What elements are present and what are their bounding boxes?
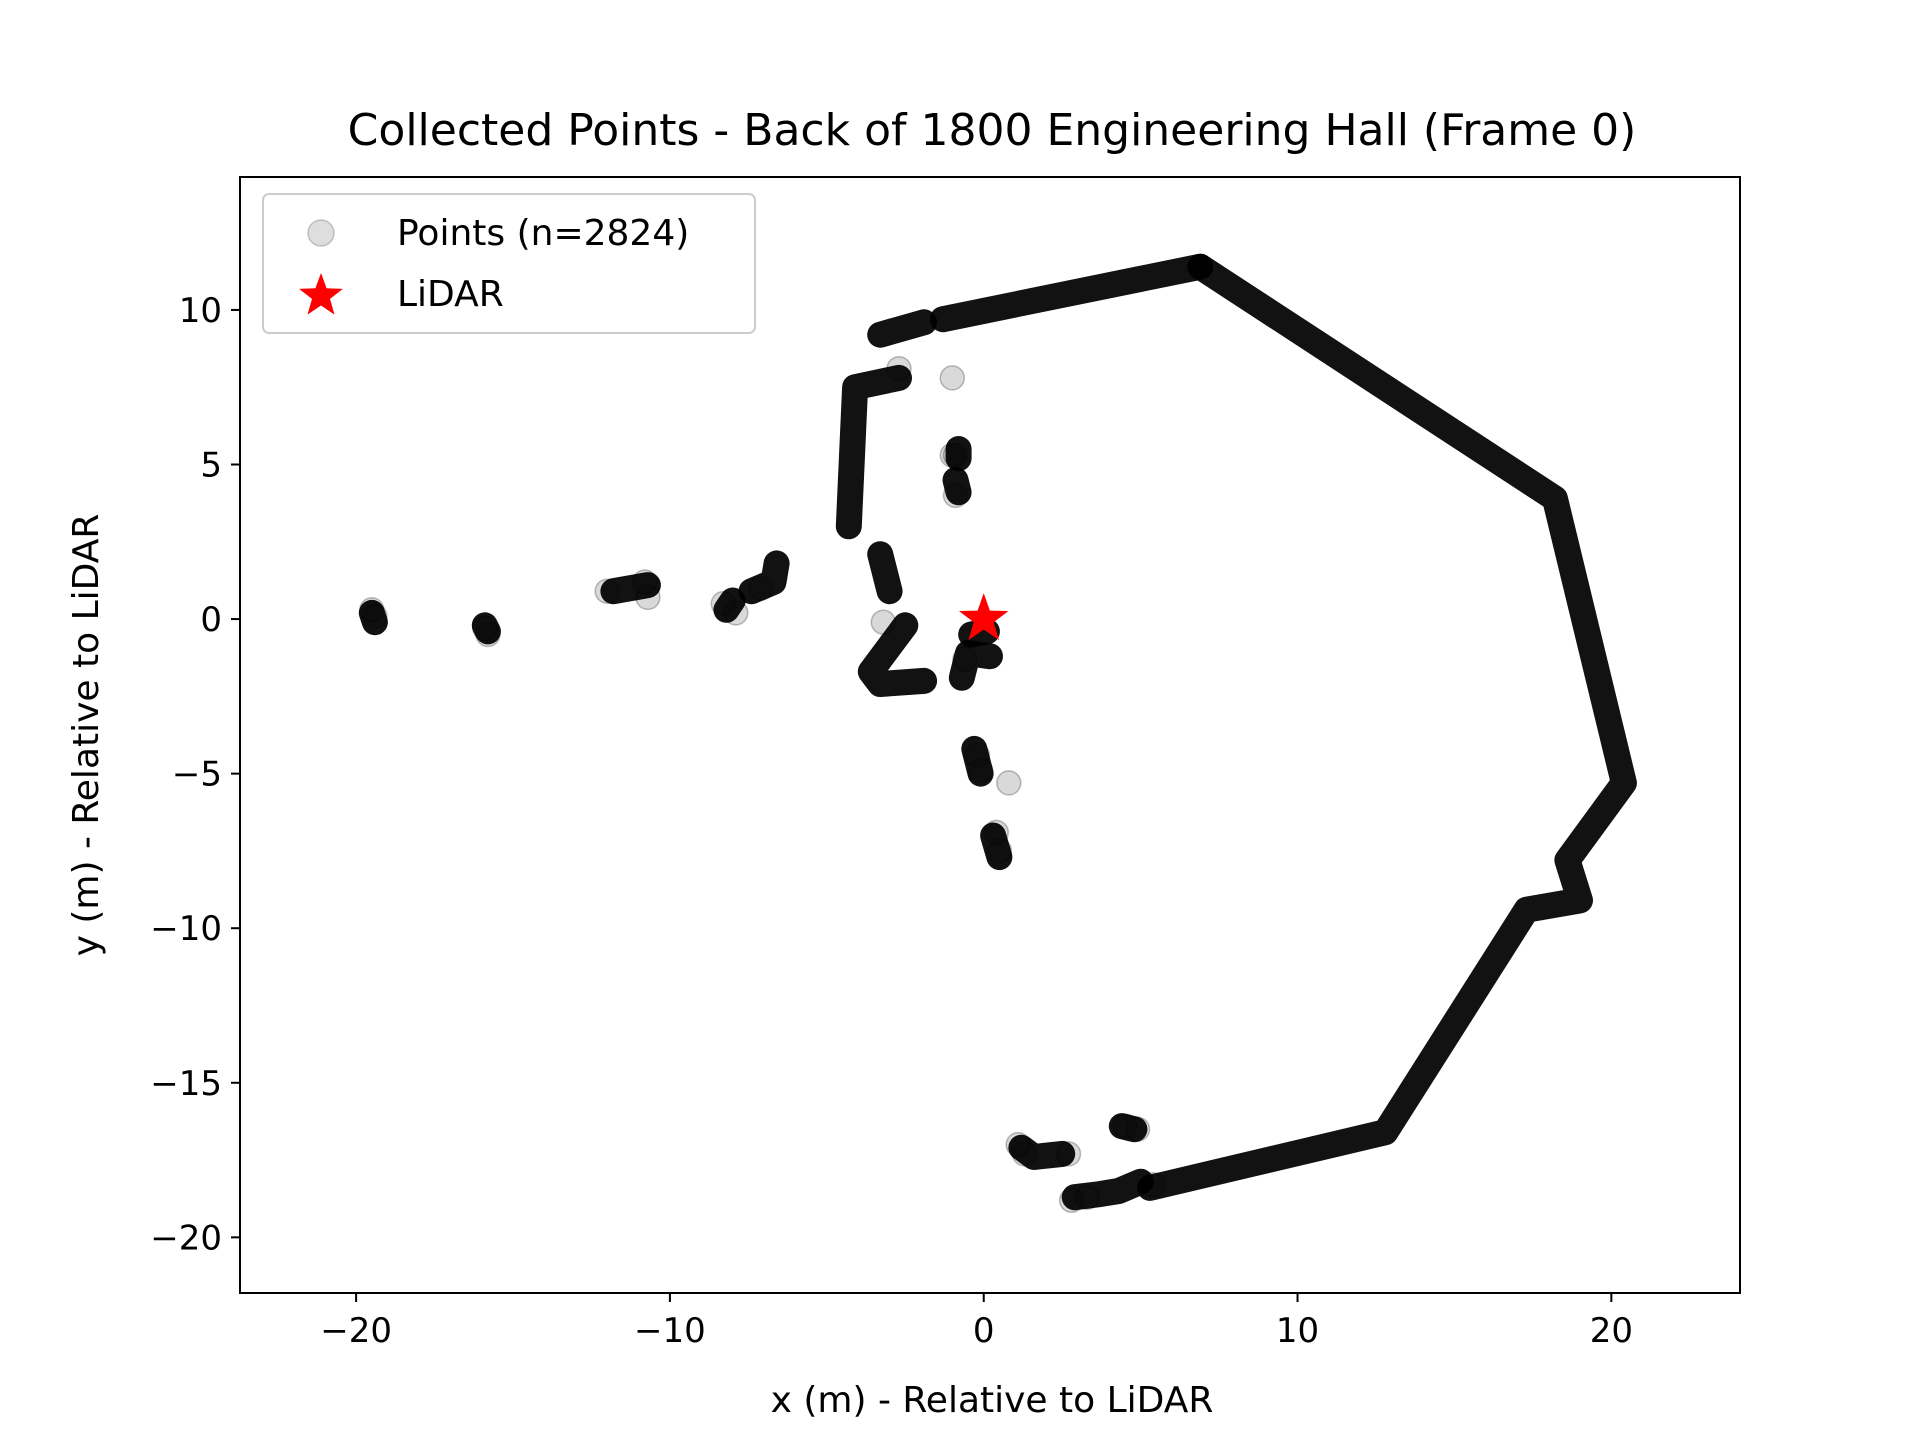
- data-point: [983, 819, 1010, 846]
- y-axis-label: y (m) - Relative to LiDAR: [66, 514, 107, 957]
- legend-label-points: Points (n=2824): [397, 213, 689, 254]
- data-point: [886, 355, 912, 382]
- y-tick-label: −15: [150, 1064, 222, 1104]
- point-band-17: [600, 572, 661, 605]
- point-band-9: [942, 467, 972, 506]
- x-axis-label: x (m) - Relative to LiDAR: [771, 1380, 1214, 1421]
- data-point: [710, 590, 737, 617]
- x-axis: −20 −10 0 10 20: [320, 1293, 1633, 1351]
- point-band-19: [358, 599, 388, 636]
- data-point: [359, 597, 385, 623]
- legend-label-lidar: LiDAR: [397, 274, 504, 315]
- data-point: [967, 757, 994, 784]
- data-point: [939, 365, 966, 391]
- data-point: [1058, 1187, 1085, 1214]
- data-point: [748, 575, 774, 601]
- x-tick-label: 0: [973, 1311, 995, 1351]
- data-point: [870, 609, 897, 635]
- data-point: [996, 770, 1022, 796]
- data-point: [986, 838, 1013, 864]
- y-tick-label: −20: [150, 1218, 222, 1258]
- data-point: [635, 584, 661, 611]
- data-point: [942, 442, 969, 468]
- data-point: [942, 482, 969, 509]
- point-band-10: [961, 735, 994, 787]
- data-point: [1112, 1113, 1138, 1139]
- data-point: [472, 615, 498, 642]
- data-point: [952, 646, 978, 673]
- point-band-1: [929, 253, 1214, 333]
- data-point: [362, 603, 388, 629]
- data-point: [1005, 1131, 1031, 1158]
- point-band-11: [980, 822, 1013, 871]
- x-tick-label: −20: [320, 1311, 392, 1351]
- y-tick-label: 0: [200, 600, 222, 640]
- legend-points-marker: [307, 219, 335, 247]
- point-band-6: [948, 640, 1003, 691]
- point-band-15: [738, 550, 790, 605]
- data-point: [939, 442, 966, 468]
- data-point: [723, 600, 749, 626]
- data-point: [594, 578, 620, 604]
- x-tick-label: 10: [1276, 1311, 1319, 1351]
- legend-box: [262, 193, 756, 334]
- point-band-18: [471, 612, 501, 645]
- data-point: [632, 569, 658, 595]
- point-band-4: [867, 541, 903, 605]
- data-point: [1140, 1172, 1166, 1198]
- y-tick-label: −10: [150, 909, 222, 949]
- y-tick-label: 5: [200, 446, 222, 486]
- data-layer: [358, 253, 1637, 1214]
- plot-frame: [239, 176, 1741, 1294]
- point-band-12: [1008, 1134, 1076, 1170]
- point-band-16: [713, 587, 746, 623]
- data-point: [964, 742, 991, 768]
- data-point: [1124, 1116, 1151, 1142]
- point-band-5: [857, 612, 938, 697]
- plot-background: [240, 177, 1740, 1293]
- data-point: [1055, 1141, 1082, 1167]
- point-band-3: [835, 364, 912, 540]
- y-tick-label: 10: [179, 291, 222, 331]
- y-axis: 10 5 0 −5 −10 −15 −20: [150, 291, 240, 1258]
- data-point: [475, 621, 501, 648]
- legend: Points (n=2824) LiDAR: [262, 193, 756, 334]
- plot-area: [239, 176, 1741, 1294]
- lidar-star-icon: [959, 593, 1009, 641]
- x-tick-label: 20: [1590, 1311, 1633, 1351]
- data-point: [1011, 1141, 1038, 1167]
- y-tick-label: −5: [172, 755, 222, 795]
- point-band-0: [1137, 253, 1637, 1201]
- x-tick-label: −10: [634, 1311, 706, 1351]
- point-band-2: [867, 309, 938, 348]
- data-point: [1074, 1184, 1101, 1210]
- point-band-13: [1108, 1113, 1148, 1143]
- legend-lidar-star-icon: [299, 273, 343, 315]
- chart-title: Collected Points - Back of 1800 Engineer…: [348, 105, 1637, 156]
- point-band-14: [1061, 1168, 1154, 1211]
